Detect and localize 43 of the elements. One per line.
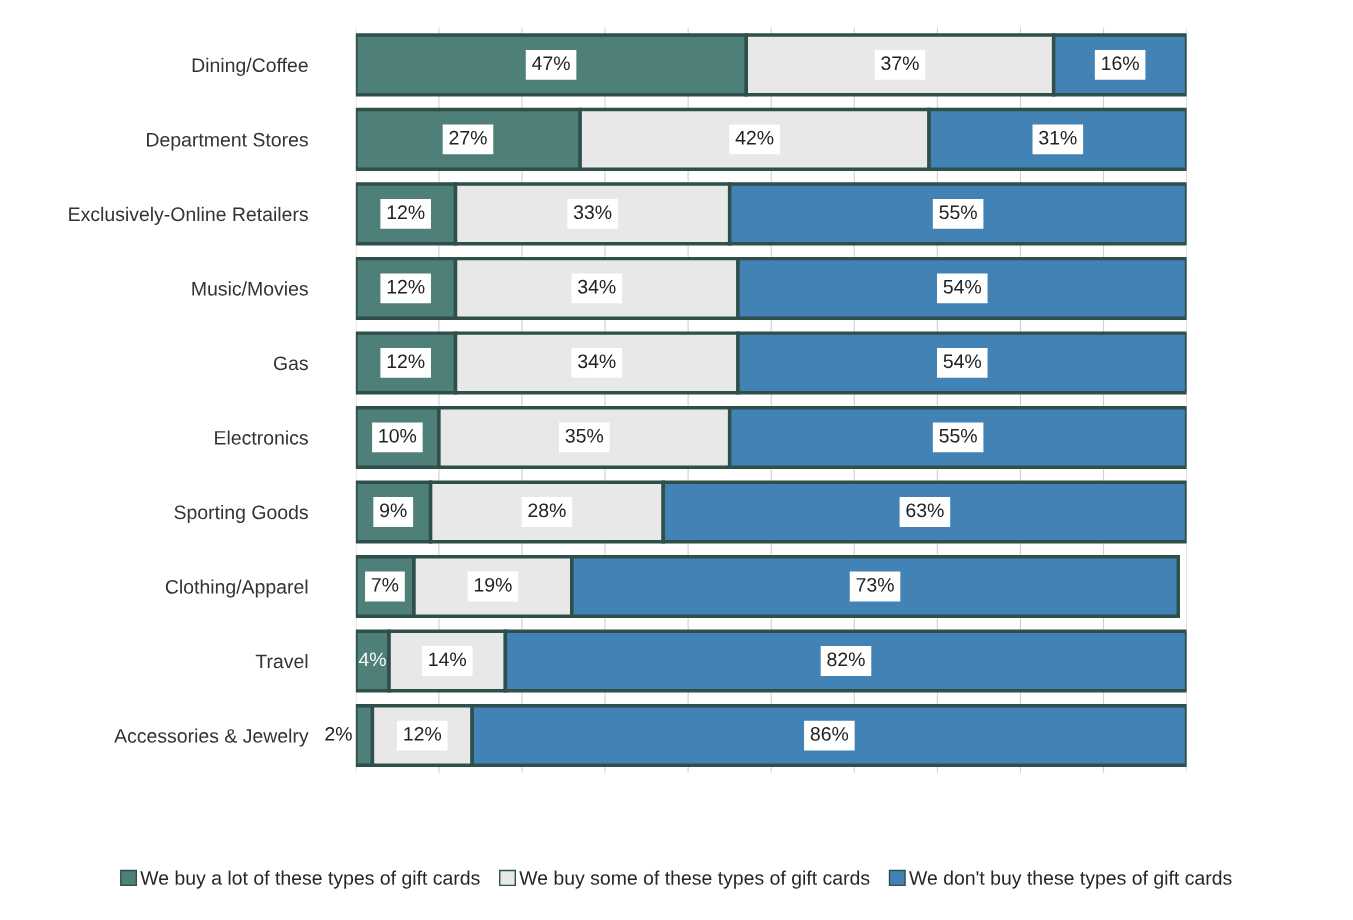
y-tick-label: Department Stores xyxy=(147,132,308,151)
data-label: 63% xyxy=(906,503,944,518)
legend-label: We buy some of these types of gift cards xyxy=(519,870,870,889)
data-label: 12% xyxy=(387,279,425,294)
data-label: 47% xyxy=(532,56,570,70)
data-label: 55% xyxy=(939,429,977,443)
data-label: 4% xyxy=(358,652,386,667)
data-label: 54% xyxy=(943,354,982,369)
data-label: 7% xyxy=(371,578,399,592)
legend-label: We don't buy these types of gift cards xyxy=(909,870,1232,889)
data-label: 10% xyxy=(379,428,417,443)
data-label: 73% xyxy=(856,577,894,592)
data-label: 35% xyxy=(565,428,604,443)
y-tick-label: Music/Movies xyxy=(192,281,308,296)
y-tick-label: Dining/Coffee xyxy=(192,57,308,76)
data-label: 34% xyxy=(578,354,616,369)
data-label: 28% xyxy=(528,503,566,518)
data-label: 27% xyxy=(449,130,487,145)
data-label: 37% xyxy=(881,56,919,71)
data-label: 31% xyxy=(1039,130,1077,145)
data-label: 82% xyxy=(827,652,865,667)
y-tick-label: Sporting Goods xyxy=(174,504,308,524)
data-label: 42% xyxy=(735,130,774,145)
y-tick-label: Exclusively-Online Retailers xyxy=(69,206,308,225)
legend-label: We buy a lot of these types of gift cards xyxy=(140,870,480,889)
data-label: 12% xyxy=(387,205,425,220)
y-tick-label: Travel xyxy=(255,653,308,669)
data-label: 9% xyxy=(380,503,407,518)
data-label: 33% xyxy=(573,205,612,220)
y-tick-label: Clothing/Apparel xyxy=(165,579,308,598)
y-tick-label: Gas xyxy=(273,356,308,371)
data-label: 12% xyxy=(387,354,425,369)
y-tick-label: Accessories & Jewelry xyxy=(114,728,309,747)
data-label: 54% xyxy=(943,279,982,294)
data-label: 34% xyxy=(578,279,616,294)
data-label: 16% xyxy=(1102,56,1139,71)
y-tick-label: Electronics xyxy=(215,430,308,445)
data-label: 86% xyxy=(810,726,849,741)
data-label: 2% xyxy=(325,726,352,741)
data-label: 12% xyxy=(404,726,442,741)
data-label: 14% xyxy=(429,652,466,667)
data-label: 55% xyxy=(939,205,977,220)
data-label: 19% xyxy=(474,577,512,592)
